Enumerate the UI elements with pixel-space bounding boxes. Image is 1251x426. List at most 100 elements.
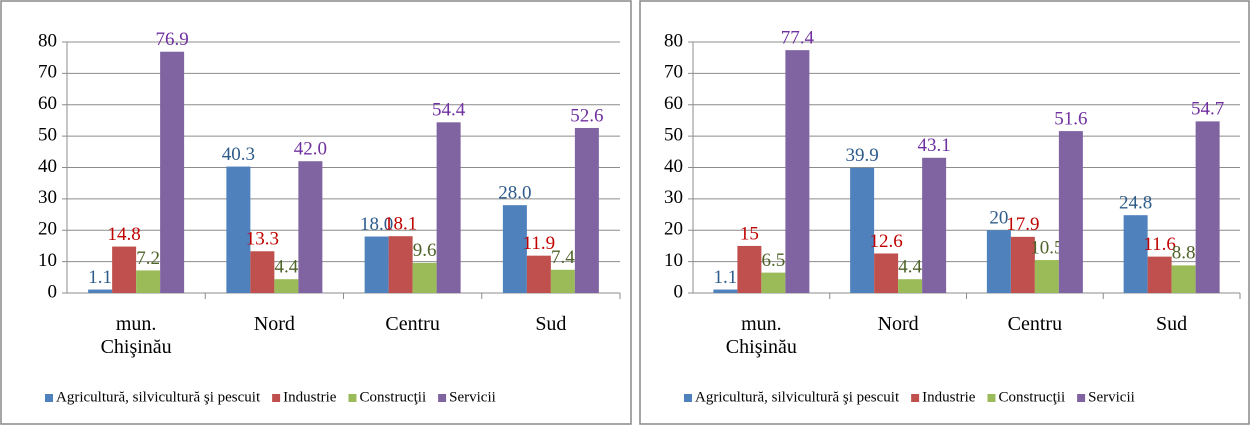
bar xyxy=(1147,256,1172,293)
y-tick-label: 50 xyxy=(38,124,57,145)
data-label: 11.6 xyxy=(1143,234,1176,255)
bar xyxy=(1058,131,1083,293)
x-tick-label: mun. Chişinău xyxy=(725,313,797,358)
bar xyxy=(986,230,1011,293)
legend-swatch xyxy=(684,394,692,402)
data-label: 54.4 xyxy=(432,100,466,121)
legend-label: Servicii xyxy=(449,389,496,405)
x-tick-label: Nord xyxy=(877,313,919,335)
bar xyxy=(226,166,251,293)
y-tick-label: 0 xyxy=(48,281,58,302)
data-label: 20 xyxy=(989,208,1008,229)
data-label: 17.9 xyxy=(1006,214,1039,235)
data-label: 6.5 xyxy=(762,250,786,271)
data-label: 43.1 xyxy=(918,135,951,156)
legend-label: Construcţii xyxy=(359,389,426,405)
data-label: 7.4 xyxy=(551,247,575,268)
x-tick-label-box: mun. Chişinău xyxy=(100,313,172,358)
bar xyxy=(436,122,461,293)
bar xyxy=(136,270,161,293)
bar xyxy=(526,255,551,293)
x-tick-label: Sud xyxy=(535,313,567,335)
data-label: 28.0 xyxy=(498,183,531,204)
x-tick-label: mun. Chişinău xyxy=(100,313,172,358)
legend-swatch xyxy=(272,394,281,402)
data-label: 13.3 xyxy=(246,229,279,250)
data-label: 76.9 xyxy=(156,29,189,50)
legend-label: Industrie xyxy=(283,389,337,405)
data-label: 10.5 xyxy=(1030,237,1063,258)
data-label: 1.1 xyxy=(88,267,112,288)
bar xyxy=(364,236,389,293)
legend-label: Agricultură, silvicultură şi pescuit xyxy=(56,389,261,405)
bar xyxy=(298,161,323,293)
data-label: 1.1 xyxy=(714,267,738,288)
legend-swatch xyxy=(987,394,996,402)
bar xyxy=(412,262,437,293)
bar xyxy=(1034,260,1059,293)
legend-label: Agricultură, silvicultură şi pescuit xyxy=(695,389,900,405)
bar xyxy=(737,245,762,293)
x-tick-label: Centru xyxy=(385,313,440,335)
chart-frame xyxy=(639,0,1250,425)
y-tick-label: 10 xyxy=(38,250,57,271)
y-tick-label: 40 xyxy=(664,156,683,177)
data-label: 4.4 xyxy=(275,257,299,278)
bar xyxy=(1195,121,1220,293)
legend-swatch xyxy=(911,394,920,402)
data-label: 12.6 xyxy=(870,231,903,252)
legend-swatch xyxy=(438,394,447,402)
chart-frame xyxy=(0,0,632,425)
y-tick-label: 0 xyxy=(674,281,684,302)
bar xyxy=(1123,215,1148,293)
y-tick-label: 20 xyxy=(38,219,57,240)
legend-label: Construcţii xyxy=(998,389,1065,405)
y-tick-label: 70 xyxy=(38,62,57,83)
data-label: 51.6 xyxy=(1054,108,1087,129)
legend-swatch xyxy=(45,394,53,402)
x-tick-label: Sud xyxy=(1156,313,1188,335)
y-tick-label: 60 xyxy=(664,93,683,114)
bar xyxy=(250,251,275,293)
data-label: 40.3 xyxy=(222,144,255,165)
x-tick-label-box: Nord xyxy=(877,313,919,335)
x-tick-label-box: Sud xyxy=(535,313,567,335)
y-tick-label: 20 xyxy=(664,219,683,240)
data-label: 42.0 xyxy=(294,139,327,160)
bar xyxy=(574,127,599,293)
data-label: 14.8 xyxy=(108,224,141,245)
y-tick-label: 80 xyxy=(38,30,57,51)
bar xyxy=(112,246,137,293)
bar xyxy=(160,51,185,293)
bar xyxy=(761,272,786,293)
bar xyxy=(1171,265,1196,293)
data-label: 4.4 xyxy=(898,257,922,278)
bar xyxy=(713,289,738,293)
data-label: 77.4 xyxy=(781,28,815,49)
x-tick-label-box: Centru xyxy=(385,313,440,335)
x-tick-label: Centru xyxy=(1007,313,1063,335)
bar xyxy=(388,236,413,293)
y-tick-label: 80 xyxy=(664,30,683,51)
x-tick-label-box: Centru xyxy=(1007,313,1063,335)
y-tick-label: 50 xyxy=(664,124,683,145)
x-tick-label-box: mun. Chişinău xyxy=(725,313,797,358)
data-label: 54.7 xyxy=(1191,99,1224,120)
legend-label: Industrie xyxy=(922,389,976,405)
y-tick-label: 70 xyxy=(664,62,683,83)
data-label: 24.8 xyxy=(1119,193,1152,214)
data-label: 7.2 xyxy=(136,248,160,269)
bar xyxy=(88,289,113,293)
data-label: 52.6 xyxy=(570,105,603,126)
data-label: 8.8 xyxy=(1172,243,1196,264)
bar xyxy=(850,167,875,293)
y-tick-label: 60 xyxy=(38,93,57,114)
bar xyxy=(874,253,899,293)
x-tick-label-box: Nord xyxy=(254,313,295,335)
data-label: 18.1 xyxy=(384,214,417,235)
bar xyxy=(922,157,947,293)
legend-label: Servicii xyxy=(1088,389,1135,405)
y-tick-label: 10 xyxy=(664,250,683,271)
y-tick-label: 40 xyxy=(38,156,57,177)
